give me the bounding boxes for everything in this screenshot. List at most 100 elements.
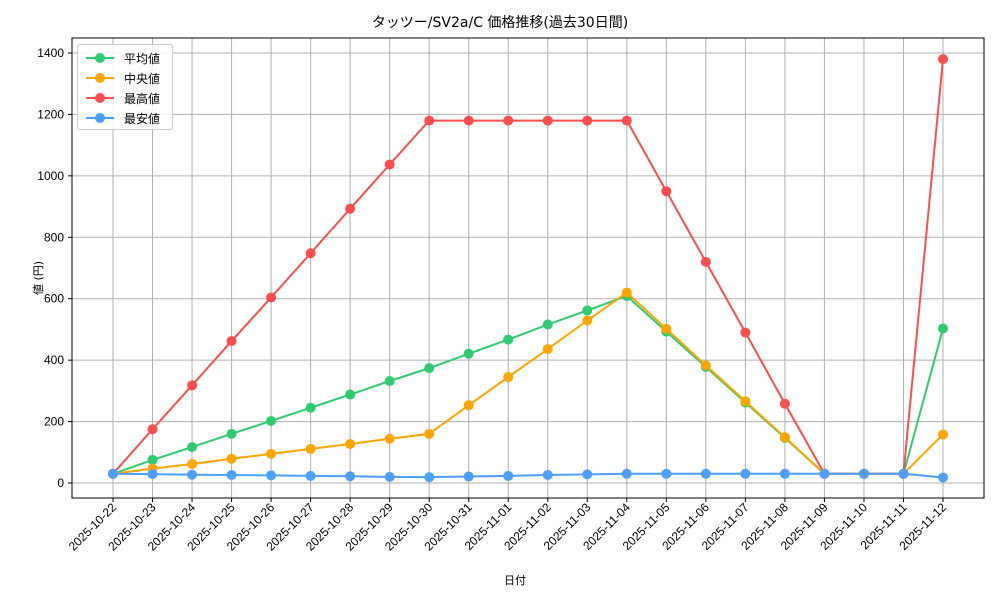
data-point (384, 433, 395, 444)
legend-marker-icon (95, 73, 105, 83)
data-point (938, 54, 948, 65)
data-point (345, 389, 356, 400)
data-point (542, 319, 553, 330)
data-point (108, 468, 118, 479)
legend-marker-icon (95, 113, 105, 123)
data-point (858, 468, 869, 479)
data-point (424, 363, 435, 374)
data-point (226, 453, 237, 464)
legend-label: 最高値 (124, 92, 161, 106)
data-point (424, 472, 435, 483)
data-point (226, 428, 237, 439)
data-point (266, 292, 277, 303)
data-point (424, 115, 435, 126)
data-point (345, 471, 356, 482)
data-point (938, 323, 948, 334)
grid-lines (72, 38, 984, 498)
legend-item-average: 平均値 (84, 48, 170, 68)
legend-label: 最安値 (124, 112, 161, 126)
legend-item-max: 最高値 (84, 88, 170, 108)
data-point (779, 468, 790, 479)
legend: 平均値 中央値 最高値 最安値 (77, 44, 173, 130)
plot-frame (71, 37, 985, 499)
data-point (542, 470, 553, 481)
data-point (463, 348, 474, 359)
data-point (345, 438, 356, 449)
legend-item-min: 最安値 (84, 108, 170, 128)
data-point (147, 469, 158, 480)
legend-marker-icon (95, 53, 105, 63)
data-point (582, 115, 593, 126)
y-axis-ticks: 0 200 400 600 800 1000 1200 1400 (37, 46, 72, 490)
data-point (700, 468, 711, 479)
data-point (740, 468, 751, 479)
data-point (582, 469, 593, 480)
data-point (819, 468, 830, 479)
y-axis-label: 値 (円) (32, 260, 45, 296)
y-tick-label: 800 (44, 230, 64, 244)
legend-item-median: 中央値 (84, 68, 170, 88)
legend-marker-icon (95, 93, 105, 103)
series-中央値 (108, 287, 948, 479)
data-point (305, 470, 316, 481)
data-point (582, 305, 593, 316)
data-point (621, 468, 632, 479)
y-tick-label: 600 (44, 292, 64, 306)
data-point (503, 372, 514, 383)
data-point (542, 115, 553, 126)
legend-label: 中央値 (124, 72, 161, 86)
data-point (305, 443, 316, 454)
data-point (582, 315, 593, 326)
data-point (503, 115, 514, 126)
data-point (463, 400, 474, 411)
legend-label: 平均値 (124, 52, 161, 66)
data-point (384, 376, 395, 387)
data-point (503, 470, 514, 481)
data-point (463, 115, 474, 126)
data-point (779, 432, 790, 443)
data-point (384, 471, 395, 482)
y-tick-label: 1000 (37, 169, 64, 183)
data-point (542, 344, 553, 355)
data-point (740, 327, 751, 338)
x-axis-label: 日付 (504, 574, 526, 587)
data-point (938, 429, 948, 440)
y-tick-label: 0 (57, 476, 64, 490)
data-point (187, 380, 198, 391)
data-point (938, 472, 948, 483)
series-平均値 (108, 290, 948, 479)
data-point (898, 468, 909, 479)
data-point (740, 396, 751, 407)
data-point (700, 256, 711, 267)
data-point (700, 360, 711, 371)
data-point (187, 458, 198, 469)
data-point (187, 469, 198, 480)
data-point (266, 470, 277, 481)
data-point (266, 448, 277, 459)
data-point (661, 323, 672, 334)
chart-title: タッツー/SV2a/C 価格推移(過去30日間) (371, 15, 629, 31)
data-point (226, 470, 237, 481)
data-point (345, 203, 356, 214)
y-tick-label: 400 (44, 353, 64, 367)
x-axis-ticks: 2025-10-222025-10-232025-10-242025-10-25… (66, 498, 949, 554)
data-point (305, 402, 316, 413)
data-point (621, 287, 632, 298)
data-point (305, 248, 316, 259)
data-point (503, 334, 514, 345)
data-point (621, 115, 632, 126)
data-point (147, 424, 158, 435)
data-point (147, 454, 158, 465)
data-point (424, 428, 435, 439)
series-最安値 (108, 468, 948, 483)
data-point (661, 186, 672, 197)
chart-series (108, 54, 948, 483)
series-最高値 (108, 54, 948, 479)
data-point (661, 468, 672, 479)
y-tick-label: 1200 (37, 107, 64, 121)
data-point (187, 442, 198, 453)
data-point (266, 415, 277, 426)
data-point (226, 336, 237, 347)
y-tick-label: 1400 (37, 46, 64, 60)
